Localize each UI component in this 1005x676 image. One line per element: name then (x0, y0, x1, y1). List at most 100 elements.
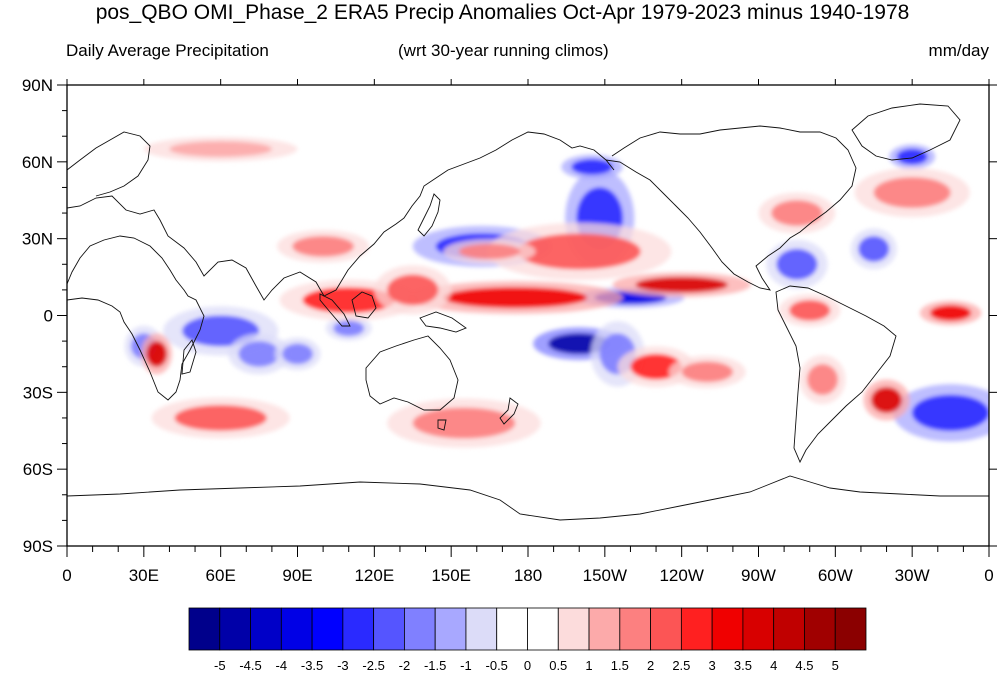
y-tick-label: 60N (22, 153, 53, 172)
anomaly-field (124, 136, 989, 448)
coastline-sumatra (319, 293, 351, 327)
colorbar-swatch (834, 607, 867, 651)
anomaly-core (930, 305, 972, 321)
coastline-borneo (351, 291, 377, 319)
y-tick-label: 90S (23, 537, 53, 556)
colorbar-swatch (804, 607, 836, 651)
x-tick-label: 60W (818, 566, 853, 585)
colorbar-label: 1.5 (611, 658, 629, 673)
anomaly-core (912, 394, 989, 431)
colorbar-label: 2.5 (672, 658, 690, 673)
anomaly-core (896, 149, 928, 165)
y-tick-label: 90N (22, 76, 53, 95)
x-tick-label: 180 (514, 566, 542, 585)
colorbar-label: -3.5 (301, 658, 323, 673)
colorbar-label: 4 (770, 658, 777, 673)
x-tick-label: 0 (984, 566, 993, 585)
coastline-tasmania (437, 419, 447, 431)
coastline-greenland (851, 103, 961, 161)
anomaly-core (858, 236, 890, 262)
x-tick-label: 90W (741, 566, 776, 585)
colorbar-swatch (311, 607, 344, 651)
colorbar-swatch (496, 607, 528, 651)
anomaly-core (238, 341, 280, 367)
colorbar-label: 3 (709, 658, 716, 673)
y-tick-label: 30N (22, 230, 53, 249)
colorbar-swatch (527, 607, 559, 651)
anomaly-core (681, 361, 733, 383)
colorbar-label: 1 (585, 658, 592, 673)
colorbar-label: 0 (524, 658, 531, 673)
coastline-new-guinea (419, 311, 467, 333)
colorbar-swatch (434, 607, 467, 651)
colorbar-swatch (280, 607, 313, 651)
x-tick-label: 150W (583, 566, 627, 585)
x-tick-label: 60E (206, 566, 236, 585)
colorbar-label: -4.5 (239, 658, 261, 673)
x-tick-label: 150E (431, 566, 471, 585)
anomaly-core (807, 364, 838, 395)
coastline-north-america (605, 125, 857, 291)
colorbar-label: 5 (832, 658, 839, 673)
subtitle-center: (wrt 30-year running climos) (398, 41, 609, 60)
colorbar-label: -3 (337, 658, 349, 673)
colorbar-label: 2 (647, 658, 654, 673)
anomaly-core (146, 341, 167, 367)
colorbar-swatch (557, 607, 590, 651)
coastlines (67, 103, 989, 521)
colorbar-swatch (650, 607, 682, 651)
colorbar-label: -1 (460, 658, 472, 673)
anomaly-core (789, 300, 831, 321)
units-label: mm/day (928, 41, 989, 60)
colorbar: -5 -4.5 -4 -3.5 -3 -2.5 -2 -1.5 -1 -0.5 0 0.5 1 1.5 2 2… (188, 607, 867, 673)
colorbar-swatch (680, 607, 713, 651)
colorbar-swatch (773, 607, 805, 651)
colorbar-swatch (219, 607, 251, 651)
colorbar-swatch (711, 607, 744, 651)
coastline-africa (67, 235, 205, 401)
x-tick-label: 90E (282, 566, 312, 585)
anomaly-core (387, 274, 439, 306)
x-tick-label: 120W (659, 566, 703, 585)
coastline-japan (417, 193, 441, 237)
coastline-new-zealand (499, 397, 519, 425)
y-tick-label: 0 (44, 307, 53, 326)
axis-ticks: 0 30E 60E 90E 120E 150E 180 150W 120W 90W 60W 30W 09… (22, 76, 997, 585)
colorbar-swatch (742, 607, 775, 651)
anomaly-core (873, 177, 951, 208)
colorbar-label: -2 (399, 658, 411, 673)
colorbar-label: -1.5 (424, 658, 446, 673)
x-tick-label: 30W (895, 566, 930, 585)
x-tick-label: 120E (354, 566, 394, 585)
colorbar-swatch (619, 607, 651, 651)
coastline-south-america (775, 285, 897, 464)
colorbar-label: -5 (214, 658, 226, 673)
y-tick-label: 30S (23, 383, 53, 402)
anomaly-core (292, 236, 354, 257)
colorbar-swatch (188, 607, 221, 651)
colorbar-label: 0.5 (549, 658, 567, 673)
colorbar-swatch (373, 607, 405, 651)
anomaly-core (169, 141, 272, 157)
coastline-eurasia (67, 131, 615, 301)
anomaly-core (443, 287, 587, 308)
map-title: pos_QBO OMI_Phase_2 ERA5 Precip Anomalie… (95, 1, 910, 24)
coastline-australia (365, 335, 459, 411)
anomaly-core (458, 243, 521, 260)
colorbar-label: -4 (276, 658, 288, 673)
coastline-europe (67, 131, 151, 197)
anomaly-core (630, 353, 682, 380)
colorbar-swatch (588, 607, 621, 651)
x-tick-label: 0 (62, 566, 71, 585)
colorbar-swatch (465, 607, 498, 651)
coastline-madagascar (181, 339, 197, 375)
x-tick-label: 30E (129, 566, 159, 585)
colorbar-label: 3.5 (734, 658, 752, 673)
anomaly-core (771, 200, 823, 226)
anomaly-core (412, 407, 516, 439)
anomaly-core (174, 405, 267, 431)
colorbar-swatch (404, 607, 436, 651)
colorbar-swatch (250, 607, 282, 651)
anomaly-core (571, 159, 613, 175)
